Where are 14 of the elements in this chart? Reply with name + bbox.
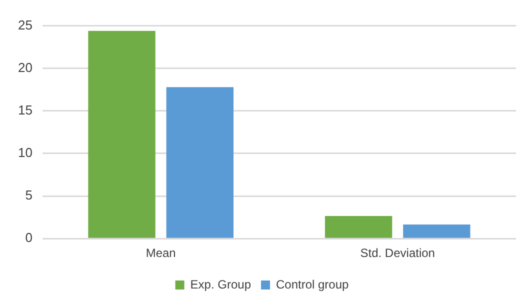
x-tick-label: Mean <box>146 246 176 260</box>
legend-label: Control group <box>276 277 350 292</box>
x-tick-label: Std. Deviation <box>360 246 435 260</box>
bar <box>324 216 392 238</box>
bar <box>403 224 470 238</box>
y-tick-label: 0 <box>25 230 32 246</box>
legend-label: Exp. Group <box>190 277 252 292</box>
bar <box>166 87 234 238</box>
bar <box>88 30 156 238</box>
y-tick-label: 25 <box>18 17 32 32</box>
y-tick-label: 10 <box>18 145 32 160</box>
y-tick-label: 15 <box>18 102 32 118</box>
y-tick-label: 20 <box>18 60 32 75</box>
y-tick-label: 5 <box>25 188 32 203</box>
